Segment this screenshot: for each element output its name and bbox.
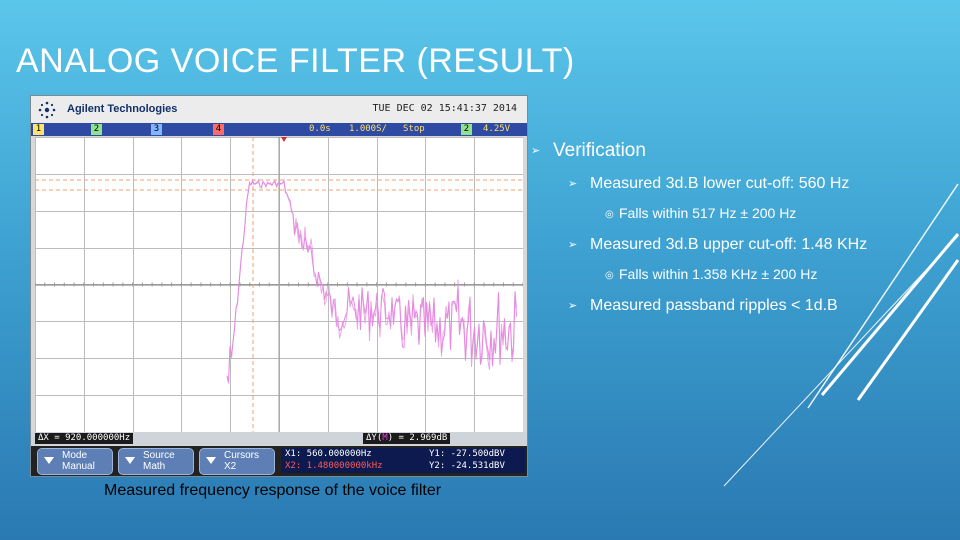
softkey-label: Cursors xyxy=(224,450,260,461)
softkey-value: X2 xyxy=(224,461,237,472)
cursor-readout-panel: X1: 560.000000Hz X2: 1.480000000kHz Y1: … xyxy=(281,448,525,473)
softkey-arrow-icon xyxy=(125,457,135,464)
scope-brand: Agilent Technologies xyxy=(67,103,178,115)
trigger-level: 4.25V xyxy=(483,124,511,134)
channel-4-indicator: 4 xyxy=(213,124,224,135)
trigger-channel: 2 xyxy=(461,124,472,135)
arrow-bullet-icon: ➢ xyxy=(568,178,578,191)
sub-bullet-item: ◎ Falls within 517 Hz ± 200 Hz xyxy=(605,205,796,221)
bullet-item-text: Measured 3d.B lower cut-off: 560 Hz xyxy=(590,175,850,192)
softkey-label: Mode xyxy=(62,450,88,461)
frequency-response-plot xyxy=(34,137,528,433)
softkey-bar: Mode Manual Source Math Cursors X2 X1: 5… xyxy=(31,446,527,476)
bullet-heading: ➢ Verification xyxy=(531,140,646,162)
softkey-arrow-icon xyxy=(44,457,54,464)
cursor-y1: Y1: -27.500dBV xyxy=(429,449,505,459)
run-mode: Stop xyxy=(403,124,425,134)
bullet-heading-text: Verification xyxy=(553,140,646,161)
delta-x-readout: ΔX = 920.000000Hz xyxy=(35,433,134,444)
softkey-label: Source xyxy=(143,450,175,461)
sub-bullet-text: Falls within 1.358 KHz ± 200 Hz xyxy=(619,266,818,282)
target-bullet-icon: ◎ xyxy=(605,208,614,220)
channel-1-indicator: 1 xyxy=(33,124,44,135)
source-softkey[interactable]: Source Math xyxy=(118,448,194,475)
arrow-bullet-icon: ➢ xyxy=(568,239,578,252)
time-reference: 0.0s xyxy=(309,124,331,134)
target-bullet-icon: ◎ xyxy=(605,269,614,281)
figure-caption: Measured frequency response of the voice… xyxy=(104,482,442,499)
sub-bullet-text: Falls within 517 Hz ± 200 Hz xyxy=(619,205,797,221)
bullet-item-text: Measured passband ripples < 1d.B xyxy=(590,297,838,314)
bullet-item-text: Measured 3d.B upper cut-off: 1.48 KHz xyxy=(590,236,868,253)
delta-y-readout: ΔY(M) = 2.969dB xyxy=(363,433,451,444)
frequency-response-trace-overlay xyxy=(226,177,517,384)
cursor-x1: X1: 560.000000Hz xyxy=(285,449,372,459)
cursor-x2: X2: 1.480000000kHz xyxy=(285,461,383,471)
bullet-item: ➢ Measured 3d.B upper cut-off: 1.48 KHz xyxy=(568,236,867,254)
cursor-y2: Y2: -24.531dBV xyxy=(429,461,505,471)
agilent-spark-icon xyxy=(38,101,56,119)
slide-title: ANALOG VOICE FILTER (RESULT) xyxy=(16,42,575,80)
scope-display xyxy=(34,137,528,433)
arrow-bullet-icon: ➢ xyxy=(568,300,578,313)
sub-bullet-item: ◎ Falls within 1.358 KHz ± 200 Hz xyxy=(605,266,817,282)
scope-status-bar: 1 2 3 4 0.0s 1.000S/ Stop 2 4.25V xyxy=(31,123,527,136)
scope-header: Agilent Technologies TUE DEC 02 15:41:37… xyxy=(31,96,527,123)
softkey-value: Math xyxy=(143,461,166,472)
mode-softkey[interactable]: Mode Manual xyxy=(37,448,113,475)
bullet-item: ➢ Measured 3d.B lower cut-off: 560 Hz xyxy=(568,175,849,193)
softkey-value: Manual xyxy=(62,461,95,472)
sample-rate: 1.000S/ xyxy=(349,124,387,134)
trigger-marker xyxy=(281,137,287,142)
channel-3-indicator: 3 xyxy=(151,124,162,135)
oscilloscope-screenshot: Agilent Technologies TUE DEC 02 15:41:37… xyxy=(30,95,528,477)
cursors-softkey[interactable]: Cursors X2 xyxy=(199,448,275,475)
measurement-row: ΔX = 920.000000Hz ΔY(M) = 2.969dB xyxy=(31,432,527,445)
softkey-arrow-icon xyxy=(206,457,216,464)
arrow-bullet-icon: ➢ xyxy=(531,145,541,158)
bullet-item: ➢ Measured passband ripples < 1d.B xyxy=(568,297,838,315)
channel-2-indicator: 2 xyxy=(91,124,102,135)
scope-timestamp: TUE DEC 02 15:41:37 2014 xyxy=(372,103,518,114)
